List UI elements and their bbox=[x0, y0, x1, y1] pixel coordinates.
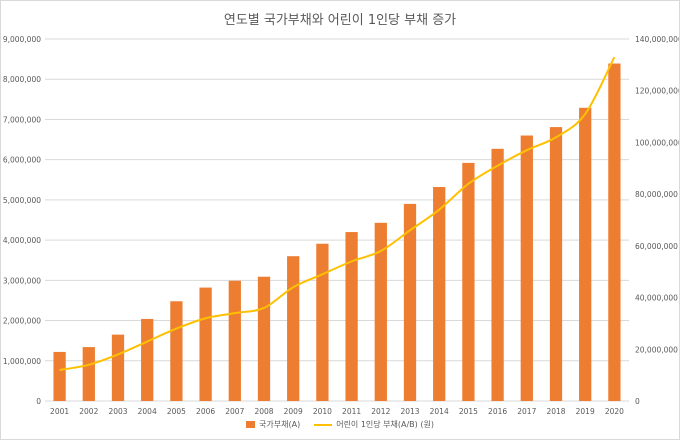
legend-item-bar: 국가부채(A) bbox=[246, 419, 300, 430]
y-tick-label-left: 7,000,000 bbox=[3, 115, 41, 124]
y-tick-label-right: 20,000,000 bbox=[635, 345, 678, 354]
y-tick-label-right: 80,000,000 bbox=[635, 190, 678, 199]
y-tick-label-right: 140,000,000 bbox=[635, 35, 679, 44]
y-tick-label-left: 2,000,000 bbox=[3, 317, 41, 326]
x-tick-label: 2004 bbox=[138, 407, 157, 416]
x-tick-label: 2010 bbox=[313, 407, 332, 416]
y-tick-label-left: 4,000,000 bbox=[3, 236, 41, 245]
y-tick-label-right: 120,000,000 bbox=[635, 87, 679, 96]
bar bbox=[228, 280, 241, 401]
y-tick-label-left: 8,000,000 bbox=[3, 75, 41, 84]
chart-legend: 국가부채(A) 어린이 1인당 부채(A/B) (원) bbox=[1, 419, 679, 430]
x-tick-label: 2009 bbox=[284, 407, 303, 416]
bar bbox=[520, 135, 533, 402]
legend-bar-label: 국가부채(A) bbox=[259, 420, 301, 429]
bar bbox=[549, 127, 563, 401]
legend-bar-swatch bbox=[246, 421, 256, 428]
x-tick-label: 2006 bbox=[196, 407, 215, 416]
x-tick-label: 2015 bbox=[459, 407, 478, 416]
bar bbox=[111, 334, 125, 401]
x-tick-label: 2012 bbox=[371, 407, 390, 416]
y-tick-label-right: 0 bbox=[635, 397, 640, 406]
x-tick-label: 2001 bbox=[50, 407, 69, 416]
y-tick-label-right: 100,000,000 bbox=[635, 138, 679, 147]
x-tick-label: 2011 bbox=[342, 407, 361, 416]
bar bbox=[199, 287, 212, 401]
y-tick-label-right: 60,000,000 bbox=[635, 242, 678, 251]
x-tick-label: 2013 bbox=[400, 407, 419, 416]
y-tick-label-right: 40,000,000 bbox=[635, 294, 678, 303]
x-tick-label: 2007 bbox=[225, 407, 244, 416]
x-tick-label: 2016 bbox=[488, 407, 507, 416]
x-tick-label: 2008 bbox=[254, 407, 273, 416]
y-tick-label-left: 5,000,000 bbox=[3, 196, 41, 205]
bar bbox=[82, 347, 95, 401]
bar bbox=[345, 232, 358, 401]
bar bbox=[433, 187, 446, 401]
x-tick-label: 2020 bbox=[605, 407, 624, 416]
y-tick-label-left: 6,000,000 bbox=[3, 156, 41, 165]
y-tick-label-left: 9,000,000 bbox=[3, 35, 41, 44]
y-tick-label-left: 0 bbox=[36, 397, 41, 406]
bar bbox=[462, 162, 475, 401]
y-tick-label-left: 1,000,000 bbox=[3, 357, 41, 366]
chart-title: 연도별 국가부채와 어린이 1인당 부채 증가 bbox=[223, 13, 457, 28]
series-line bbox=[59, 56, 616, 371]
bar bbox=[141, 318, 154, 401]
legend-item-line: 어린이 1인당 부채(A/B) (원) bbox=[314, 419, 434, 430]
bar bbox=[287, 256, 300, 401]
x-tick-label: 2017 bbox=[517, 407, 536, 416]
y-tick-label-left: 3,000,000 bbox=[3, 276, 41, 285]
legend-line-swatch bbox=[314, 423, 333, 426]
x-tick-label: 2005 bbox=[167, 407, 186, 416]
x-tick-label: 2019 bbox=[576, 407, 595, 416]
bar bbox=[170, 301, 183, 401]
x-tick-label: 2003 bbox=[108, 407, 127, 416]
bar bbox=[316, 243, 329, 401]
bar bbox=[53, 351, 66, 401]
bar bbox=[257, 276, 271, 401]
x-tick-label: 2002 bbox=[79, 407, 98, 416]
x-tick-label: 2018 bbox=[546, 407, 565, 416]
bar bbox=[403, 203, 417, 401]
legend-line-label: 어린이 1인당 부채(A/B) (원) bbox=[336, 420, 434, 429]
bar bbox=[608, 63, 621, 402]
bar bbox=[491, 148, 504, 401]
bar bbox=[374, 222, 387, 401]
x-tick-label: 2014 bbox=[430, 407, 449, 416]
bar bbox=[579, 107, 592, 401]
